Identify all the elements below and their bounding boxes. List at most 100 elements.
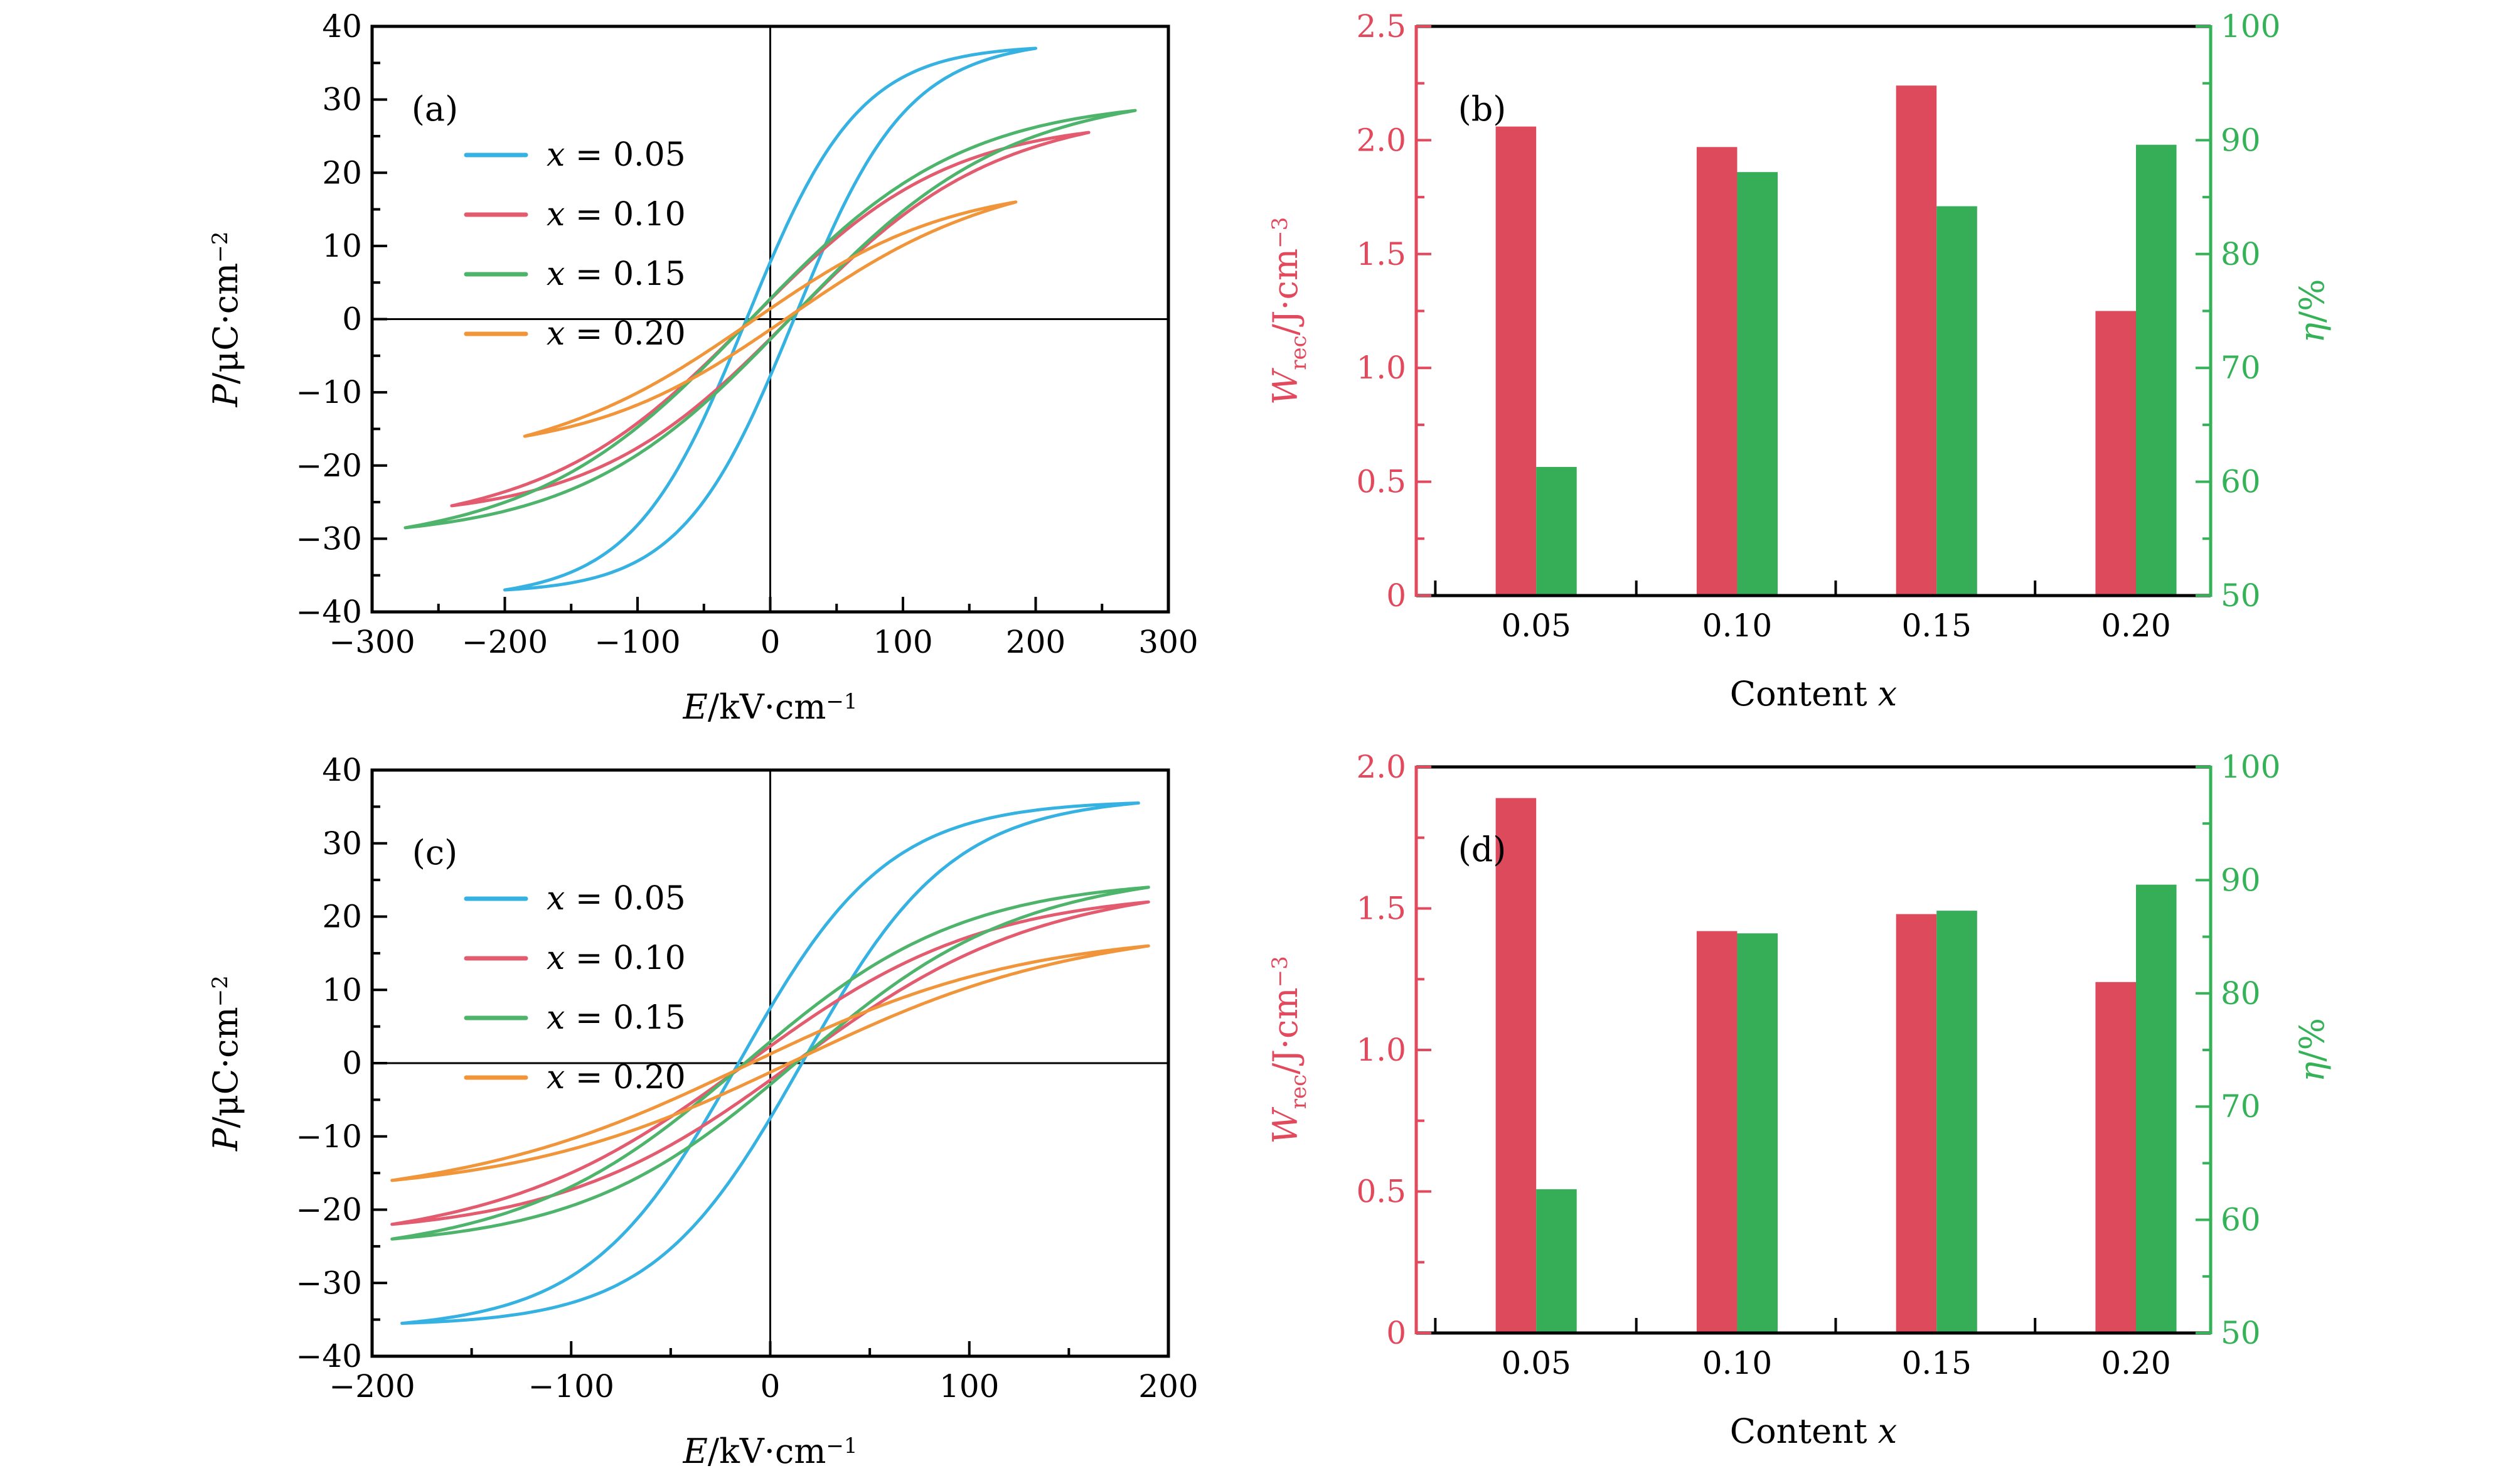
c-panel-tag: (c) — [412, 833, 457, 872]
a-x-axis-label: E/kV·cm−1 — [682, 687, 857, 727]
d-right-tick-label-3: 80 — [2221, 975, 2261, 1012]
d-category-label-2: 0.15 — [1902, 1345, 1972, 1381]
b-left-tick-label-5: 2.5 — [1356, 8, 1406, 45]
a-legend-label-0-seg-1: = 0.05 — [565, 136, 685, 174]
d-panel-tag: (d) — [1458, 830, 1507, 869]
a-y-axis-label-seg-2: −2 — [208, 232, 233, 263]
d-x-axis-label: Content x — [1730, 1411, 1897, 1451]
c-y-tick-label-8: 40 — [322, 752, 362, 788]
d-wrec-bar-3 — [2095, 982, 2136, 1333]
c-series-2-curve — [390, 886, 1150, 1241]
d-left-axis-label-seg-2: /J·cm — [1266, 987, 1305, 1074]
d-wrec-bar-2 — [1896, 914, 1937, 1333]
b-eta-bar-2 — [1936, 206, 1977, 596]
c-legend-label-2-seg-0: x — [547, 999, 565, 1037]
a-y-tick-label-5: 10 — [322, 228, 362, 264]
a-legend-label-3: x = 0.20 — [547, 315, 686, 353]
c-legend-label-3-seg-1: = 0.20 — [565, 1059, 685, 1096]
a-y-tick-label-6: 20 — [322, 154, 362, 191]
b-left-axis-label: Wrec/J·cm−3 — [1266, 217, 1311, 405]
d-left-tick-label-3: 1.5 — [1356, 891, 1406, 927]
a-x-tick-label-0: −300 — [329, 624, 415, 660]
a-y-tick-label-2: −20 — [296, 447, 362, 484]
a-x-tick-label-2: −100 — [594, 624, 680, 660]
d-left-axis-label: Wrec/J·cm−3 — [1266, 956, 1311, 1144]
b-left-tick-label-0: 0 — [1386, 577, 1406, 614]
d-eta-bar-2 — [1936, 911, 1977, 1333]
b-left-tick-label-3: 1.5 — [1356, 236, 1406, 272]
b-right-tick-label-2: 70 — [2221, 350, 2261, 386]
c-y-axis-label-seg-1: /μC·cm — [206, 1007, 245, 1128]
c-legend-label-2: x = 0.15 — [547, 999, 686, 1037]
d-left-tick-label-4: 2.0 — [1356, 749, 1406, 785]
a-legend-label-2-seg-0: x — [547, 255, 565, 293]
b-category-label-2: 0.15 — [1902, 608, 1972, 644]
d-x-axis-label-seg-1: x — [1878, 1411, 1897, 1451]
c-y-tick-label-4: 0 — [342, 1045, 362, 1081]
a-x-tick-label-3: 0 — [761, 624, 781, 660]
b-right-axis-label-seg-0: η — [2292, 323, 2332, 343]
b-wrec-bar-3 — [2095, 311, 2136, 596]
d-right-tick-label-4: 90 — [2221, 862, 2261, 898]
a-x-axis-label-seg-1: /kV·cm — [708, 687, 826, 727]
d-category-label-3: 0.20 — [2101, 1345, 2170, 1381]
d-eta-bar-0 — [1536, 1189, 1577, 1333]
d-left-axis-label-seg-0: W — [1266, 1106, 1305, 1144]
a-y-tick-label-4: 0 — [342, 301, 362, 338]
a-y-tick-label-3: −10 — [296, 374, 362, 410]
d-right-tick-label-0: 50 — [2221, 1315, 2261, 1351]
a-series-1-curve — [450, 131, 1091, 508]
c-legend-label-0: x = 0.05 — [547, 880, 686, 918]
b-left-axis-label-seg-1: rec — [1286, 335, 1311, 370]
b-right-axis-label: η/% — [2292, 279, 2332, 343]
panel-b: 0 0.5 1.0 1.5 2.0 2.5 50 60 70 80 90 100 0.05 0.10 0.1… — [1266, 8, 2332, 714]
d-category-label-0: 0.05 — [1502, 1345, 1571, 1381]
c-legend-label-3-seg-0: x — [547, 1059, 565, 1096]
panel-a: −300 −200 −100 0 100 200 300−40−30−20−10010203… — [206, 8, 1199, 727]
c-y-tick-label-0: −40 — [296, 1338, 362, 1374]
a-panel-tag: (a) — [412, 89, 458, 129]
d-x-axis-label-seg-0: Content — [1730, 1411, 1878, 1451]
a-x-tick-label-6: 300 — [1138, 624, 1198, 660]
a-legend-label-2-seg-1: = 0.15 — [565, 255, 685, 293]
panel-c: −200 −100 0 100 200−40−30−20−10010203040E/kV… — [206, 752, 1199, 1471]
panel-d: 0 0.5 1.0 1.5 2.0 50 60 70 80 90 100 0.05 0.10 0.15 0.… — [1266, 749, 2332, 1451]
c-y-tick-label-7: 30 — [322, 825, 362, 862]
d-right-tick-label-1: 60 — [2221, 1202, 2261, 1238]
b-right-tick-label-3: 80 — [2221, 236, 2261, 272]
b-category-label-0: 0.05 — [1502, 608, 1571, 644]
c-x-tick-label-2: 0 — [761, 1368, 781, 1405]
c-x-tick-label-4: 200 — [1138, 1368, 1198, 1405]
b-wrec-bar-1 — [1696, 147, 1738, 596]
b-x-axis-label-seg-0: Content — [1730, 674, 1878, 714]
a-x-tick-label-4: 100 — [873, 624, 932, 660]
d-category-label-1: 0.10 — [1702, 1345, 1772, 1381]
a-legend-label-3-seg-0: x — [547, 315, 565, 353]
b-right-tick-label-4: 90 — [2221, 122, 2261, 158]
c-legend-label-1-seg-1: = 0.10 — [565, 940, 685, 977]
a-x-tick-label-5: 200 — [1006, 624, 1065, 660]
a-y-axis-label: P/μC·cm−2 — [206, 232, 245, 408]
b-right-tick-label-0: 50 — [2221, 577, 2261, 614]
b-left-tick-label-2: 1.0 — [1356, 350, 1406, 386]
a-y-tick-label-7: 30 — [322, 82, 362, 118]
d-wrec-bar-0 — [1495, 798, 1537, 1333]
b-right-tick-label-5: 100 — [2221, 8, 2280, 45]
d-wrec-bar-1 — [1696, 931, 1738, 1333]
c-legend: x = 0.05x = 0.10x = 0.15x = 0.20 — [464, 880, 686, 1096]
d-right-axis-label-seg-0: η — [2292, 1062, 2332, 1082]
d-right-axis-label-seg-1: /% — [2292, 1018, 2332, 1062]
d-left-axis-label-seg-3: −3 — [1268, 956, 1293, 987]
b-left-tick-label-1: 0.5 — [1356, 464, 1406, 500]
a-series-2-curve — [403, 109, 1137, 530]
a-legend-label-3-seg-1: = 0.20 — [565, 315, 685, 353]
a-y-tick-label-0: −40 — [296, 594, 362, 630]
b-wrec-bar-2 — [1896, 85, 1937, 596]
c-y-axis-label-seg-2: −2 — [208, 975, 233, 1007]
c-y-tick-label-3: −10 — [296, 1118, 362, 1155]
b-panel-tag: (b) — [1458, 89, 1507, 129]
a-x-axis-label-seg-2: −1 — [826, 689, 857, 714]
c-legend-label-1-seg-0: x — [547, 940, 565, 977]
